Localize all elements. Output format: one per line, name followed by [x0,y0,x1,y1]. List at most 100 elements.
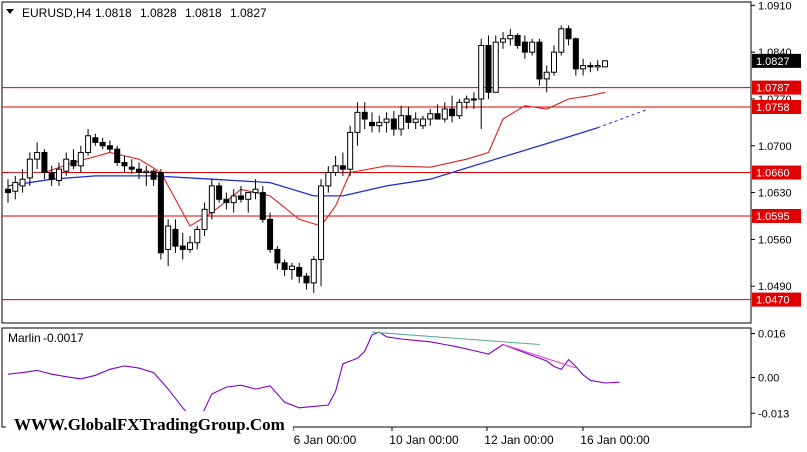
candle-body [500,38,507,43]
oscillator-axis-label: 0.00 [758,373,779,385]
candle-body [114,148,121,163]
candle [601,60,608,68]
candle-body [405,115,412,123]
candle-body [318,185,325,260]
candle [419,115,426,130]
level-label: 1.0595 [756,211,790,223]
candle-body [310,258,317,284]
candle [580,58,587,76]
ohlc-open: 1.0818 [95,6,132,20]
candle-body [383,118,390,123]
main-price-pane: 1.09101.08401.07701.07001.06301.05601.04… [1,0,801,324]
last-price-label: 1.0827 [756,56,790,68]
candle-body [288,265,295,270]
oscillator-line [7,331,620,426]
candle-body [551,51,557,73]
candle [172,219,179,253]
candle-body [99,141,106,147]
candle [136,162,143,180]
candle-body [449,108,456,117]
candle [288,262,295,280]
candle [48,165,55,186]
candle-body [463,98,470,103]
candle [441,102,448,123]
ohlc-close: 1.0827 [230,6,267,20]
candle [398,105,405,136]
time-axis-label: 6 Jan 00:00 [294,433,357,447]
candle [281,259,288,277]
candle [449,95,456,123]
candle-body [63,158,70,172]
candle [318,179,325,287]
candle-body [150,170,157,180]
header-dropdown-icon[interactable] [6,9,14,14]
candle [216,182,223,203]
candle [390,111,397,136]
candle-body [419,118,426,127]
candle-body [274,248,281,264]
time-axis-label: 10 Jan 00:00 [389,433,459,447]
candle [121,155,128,173]
candle [41,149,48,180]
candle-body [157,172,164,254]
candle-body [128,166,135,170]
candle-body [12,182,19,192]
level-label-box [752,292,801,307]
candle [223,192,230,210]
candle [470,92,477,109]
candle-body [376,121,383,127]
candle-body [558,28,565,53]
candle-body [369,121,375,127]
candle-body [281,262,288,270]
candle [245,192,252,213]
candle-body [92,137,99,143]
candle-body [354,111,361,133]
candle [165,219,172,267]
candle [500,32,507,49]
candle [201,202,208,237]
candle [26,152,33,186]
level-label: 1.0470 [756,295,790,307]
candle-body [165,225,172,250]
candle [529,38,536,56]
candle [274,246,281,270]
candle-body [41,151,48,174]
level-label: 1.0758 [756,102,790,114]
candle-body [398,115,405,130]
candle-body [485,44,492,93]
candle [150,169,157,186]
candle-body [223,198,230,204]
candle-body [48,172,55,180]
candle [383,112,390,133]
candle [5,179,11,203]
candle-body [194,228,201,244]
candle-body [26,158,33,179]
candle [259,185,266,223]
candle [92,133,99,146]
candle-body [303,275,310,284]
candle [63,152,70,176]
candle-body [34,151,41,160]
candle [565,25,572,46]
candle-body [143,170,150,174]
candle-body [361,111,368,120]
candle [70,149,77,170]
candle [99,137,106,150]
candle-body [245,192,252,200]
candle-body [19,178,26,187]
candle-body [136,168,143,174]
candle [208,179,215,220]
candle [230,189,237,213]
candle-body [478,44,485,100]
candle-body [216,185,223,200]
candle [194,226,201,250]
watermark: WWW.GlobalFXTradingGroup.Com [6,411,293,439]
ohlc-high: 1.0828 [140,6,177,20]
candle-body [296,266,303,277]
candle [536,38,543,86]
candle [361,102,368,130]
candle [412,112,419,130]
time-axis-label: 12 Jan 00:00 [484,433,554,447]
candle-body [507,34,514,40]
candle-body [237,195,244,200]
